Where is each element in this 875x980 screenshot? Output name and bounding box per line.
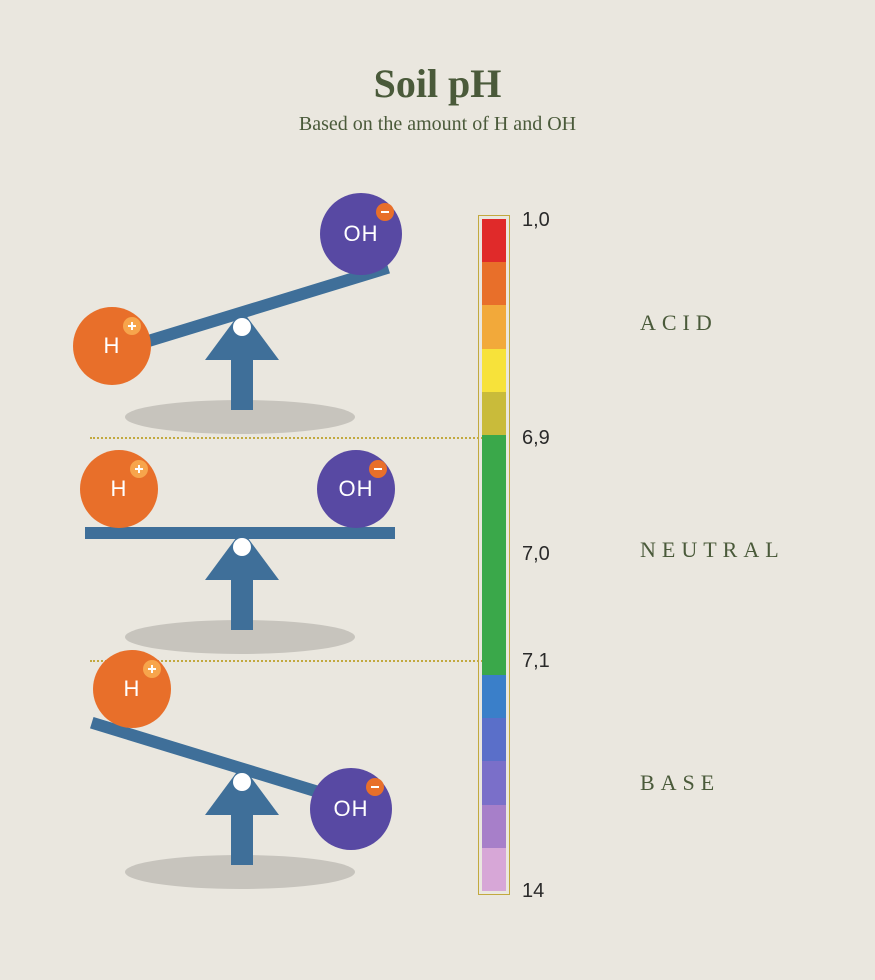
oh-label: OH (339, 476, 374, 502)
plus-icon (143, 660, 161, 678)
seesaw-acid: H OH (85, 215, 395, 430)
scale-label-top: 1,0 (522, 209, 550, 232)
scale-segment (482, 675, 506, 718)
oh-ion-ball: OH (320, 193, 402, 275)
oh-ion-ball: OH (317, 450, 395, 528)
seesaw-neutral: H OH (85, 450, 395, 650)
category-base: BASE (640, 770, 720, 796)
h-label: H (111, 476, 128, 502)
scale-segment (482, 305, 506, 348)
h-label: H (124, 676, 141, 702)
scale-segment (482, 435, 506, 675)
scale-label-lower-break: 7,1 (522, 650, 550, 673)
scale-label-bottom: 14 (522, 880, 544, 903)
scale-segment (482, 805, 506, 848)
h-ion-ball: H (93, 650, 171, 728)
scale-label-mid: 7,0 (522, 543, 550, 566)
page-title: Soil pH (0, 60, 875, 107)
pivot-dot (233, 318, 251, 336)
plus-icon (123, 317, 141, 335)
minus-icon (376, 203, 394, 221)
minus-icon (366, 778, 384, 796)
category-neutral: NEUTRAL (640, 537, 785, 563)
scale-segment (482, 848, 506, 891)
scale-segment (482, 262, 506, 305)
scale-segment (482, 219, 506, 262)
diagram-main: H OH H OH (0, 215, 875, 905)
h-ion-ball: H (80, 450, 158, 528)
category-acid: ACID (640, 310, 718, 336)
plus-icon (130, 460, 148, 478)
oh-ion-ball: OH (310, 768, 392, 850)
page-subtitle: Based on the amount of H and OH (0, 113, 875, 136)
pivot-dot (233, 773, 251, 791)
scale-segment (482, 349, 506, 392)
seesaw-base: H OH (85, 670, 395, 895)
header: Soil pH Based on the amount of H and OH (0, 0, 875, 136)
divider-line (90, 437, 490, 439)
h-label: H (104, 333, 121, 359)
scale-label-upper-break: 6,9 (522, 427, 550, 450)
scale-segment (482, 392, 506, 435)
ph-scale-bar (478, 215, 510, 895)
scale-segment (482, 718, 506, 761)
scale-segment (482, 761, 506, 804)
oh-label: OH (334, 796, 369, 822)
h-ion-ball: H (73, 307, 151, 385)
pivot-dot (233, 538, 251, 556)
oh-label: OH (344, 221, 379, 247)
minus-icon (369, 460, 387, 478)
